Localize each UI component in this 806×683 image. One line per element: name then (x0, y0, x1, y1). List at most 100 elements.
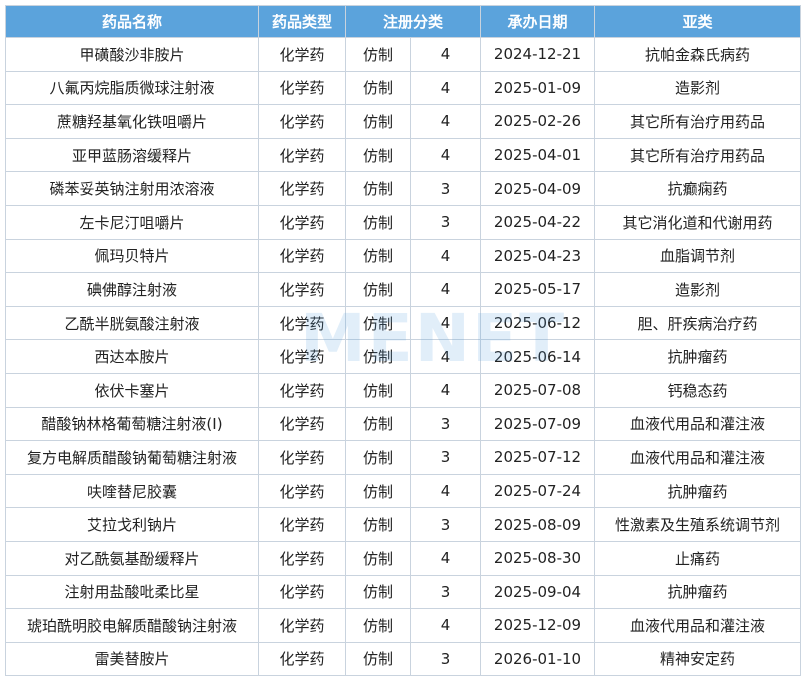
table-cell: 仿制 (345, 104, 411, 139)
header-cell: 承办日期 (480, 5, 596, 38)
table-cell: 4 (409, 104, 482, 139)
table-cell: 化学药 (258, 305, 346, 341)
table-cell: 仿制 (345, 305, 411, 341)
table-cell: 2025-02-26 (480, 104, 596, 139)
header-row: 药品名称 药品类型 注册分类 承办日期 亚类 (5, 5, 802, 38)
table-cell: 注射用盐酸吡柔比星 (5, 574, 259, 610)
table-cell: 化学药 (258, 641, 346, 677)
table-row: 对乙酰氨基酚缓释片 化学药 仿制 4 2025-08-30 止痛药 (5, 540, 802, 576)
table-cell: 2025-05-17 (480, 272, 596, 307)
table-row: 碘佛醇注射液 化学药 仿制 4 2025-05-17 造影剂 (5, 272, 802, 307)
table-cell: 血液代用品和灌注液 (594, 608, 802, 643)
table-cell: 其它所有治疗用药品 (594, 137, 802, 173)
table-cell: 2026-01-10 (480, 641, 596, 677)
table-cell: 碘佛醇注射液 (5, 272, 259, 307)
table-cell: 对乙酰氨基酚缓释片 (5, 540, 259, 576)
table-cell: 西达本胺片 (5, 339, 259, 374)
table-cell: 4 (409, 608, 482, 643)
header-cell: 亚类 (594, 5, 802, 38)
table-cell: 4 (409, 238, 482, 274)
table-cell: 仿制 (345, 574, 411, 610)
table-cell: 2025-04-01 (480, 137, 596, 173)
table-cell: 琥珀酰明胶电解质醋酸钠注射液 (5, 608, 259, 643)
table-cell: 2025-06-14 (480, 339, 596, 374)
table-cell: 2025-07-24 (480, 473, 596, 509)
table-cell: 2025-08-30 (480, 540, 596, 576)
table-row: 注射用盐酸吡柔比星 化学药 仿制 3 2025-09-04 抗肿瘤药 (5, 574, 802, 610)
table-cell: 4 (409, 37, 482, 72)
table-cell: 性激素及生殖系统调节剂 (594, 507, 802, 542)
table-cell: 化学药 (258, 406, 346, 442)
table-cell: 蔗糖羟基氧化铁咀嚼片 (5, 104, 259, 139)
table-cell: 化学药 (258, 171, 346, 206)
table-cell: 仿制 (345, 473, 411, 509)
table-cell: 2025-07-12 (480, 440, 596, 475)
table-cell: 磷苯妥英钠注射用浓溶液 (5, 171, 259, 206)
table-body: 甲磺酸沙非胺片 化学药 仿制 4 2024-12-21 抗帕金森氏病药 八氟丙烷脂质微球注射… (5, 37, 802, 677)
table-cell: 精神安定药 (594, 641, 802, 677)
table-row: 亚甲蓝肠溶缓释片 化学药 仿制 4 2025-04-01 其它所有治疗用药品 (5, 137, 802, 173)
table-cell: 化学药 (258, 37, 346, 72)
table-row: 甲磺酸沙非胺片 化学药 仿制 4 2024-12-21 抗帕金森氏病药 (5, 37, 802, 72)
table-cell: 抗癫痫药 (594, 171, 802, 206)
table-cell: 4 (409, 540, 482, 576)
table-cell: 4 (409, 70, 482, 106)
table-cell: 仿制 (345, 204, 411, 240)
table-cell: 复方电解质醋酸钠葡萄糖注射液 (5, 440, 259, 475)
table-cell: 化学药 (258, 137, 346, 173)
table-cell: 3 (409, 171, 482, 206)
table-cell: 仿制 (345, 372, 411, 408)
table-cell: 血脂调节剂 (594, 238, 802, 274)
table-cell: 化学药 (258, 440, 346, 475)
table-cell: 4 (409, 473, 482, 509)
table-cell: 雷美替胺片 (5, 641, 259, 677)
table-cell: 仿制 (345, 540, 411, 576)
table-cell: 醋酸钠林格葡萄糖注射液(I) (5, 406, 259, 442)
table-row: 蔗糖羟基氧化铁咀嚼片 化学药 仿制 4 2025-02-26 其它所有治疗用药品 (5, 104, 802, 139)
table-row: 左卡尼汀咀嚼片 化学药 仿制 3 2025-04-22 其它消化道和代谢用药 (5, 204, 802, 240)
table-cell: 化学药 (258, 372, 346, 408)
table-cell: 2025-04-22 (480, 204, 596, 240)
table-cell: 2025-04-23 (480, 238, 596, 274)
table-cell: 化学药 (258, 339, 346, 374)
table-cell: 2025-08-09 (480, 507, 596, 542)
table-cell: 血液代用品和灌注液 (594, 440, 802, 475)
table-cell: 3 (409, 440, 482, 475)
table-cell: 仿制 (345, 608, 411, 643)
header-cell: 药品类型 (258, 5, 346, 38)
table-row: 乙酰半胱氨酸注射液 化学药 仿制 4 2025-06-12 胆、肝疾病治疗药 (5, 305, 802, 341)
table-cell: 化学药 (258, 473, 346, 509)
table-cell: 化学药 (258, 507, 346, 542)
table-cell: 造影剂 (594, 70, 802, 106)
table-cell: 抗帕金森氏病药 (594, 37, 802, 72)
table-cell: 仿制 (345, 339, 411, 374)
table-cell: 抗肿瘤药 (594, 339, 802, 374)
table-cell: 2025-09-04 (480, 574, 596, 610)
table-cell: 抗肿瘤药 (594, 473, 802, 509)
table-row: 西达本胺片 化学药 仿制 4 2025-06-14 抗肿瘤药 (5, 339, 802, 374)
table-cell: 仿制 (345, 238, 411, 274)
table-cell: 仿制 (345, 137, 411, 173)
table-row: 磷苯妥英钠注射用浓溶液 化学药 仿制 3 2025-04-09 抗癫痫药 (5, 171, 802, 206)
table-cell: 亚甲蓝肠溶缓释片 (5, 137, 259, 173)
table-cell: 化学药 (258, 70, 346, 106)
table-row: 雷美替胺片 化学药 仿制 3 2026-01-10 精神安定药 (5, 641, 802, 677)
table-cell: 2025-04-09 (480, 171, 596, 206)
table-cell: 血液代用品和灌注液 (594, 406, 802, 442)
table-row: 复方电解质醋酸钠葡萄糖注射液 化学药 仿制 3 2025-07-12 血液代用品和灌注液 (5, 440, 802, 475)
table-cell: 2025-06-12 (480, 305, 596, 341)
table-cell: 其它消化道和代谢用药 (594, 204, 802, 240)
table-cell: 4 (409, 339, 482, 374)
table-cell: 止痛药 (594, 540, 802, 576)
table-cell: 胆、肝疾病治疗药 (594, 305, 802, 341)
table-cell: 4 (409, 372, 482, 408)
table-cell: 化学药 (258, 540, 346, 576)
header-cell: 注册分类 (344, 5, 482, 38)
table-cell: 仿制 (345, 641, 411, 677)
table-row: 醋酸钠林格葡萄糖注射液(I) 化学药 仿制 3 2025-07-09 血液代用品和灌注液 (5, 406, 802, 442)
table-row: 依伏卡塞片 化学药 仿制 4 2025-07-08 钙稳态药 (5, 372, 802, 408)
table-cell: 抗肿瘤药 (594, 574, 802, 610)
table-cell: 乙酰半胱氨酸注射液 (5, 305, 259, 341)
table-cell: 2025-07-08 (480, 372, 596, 408)
